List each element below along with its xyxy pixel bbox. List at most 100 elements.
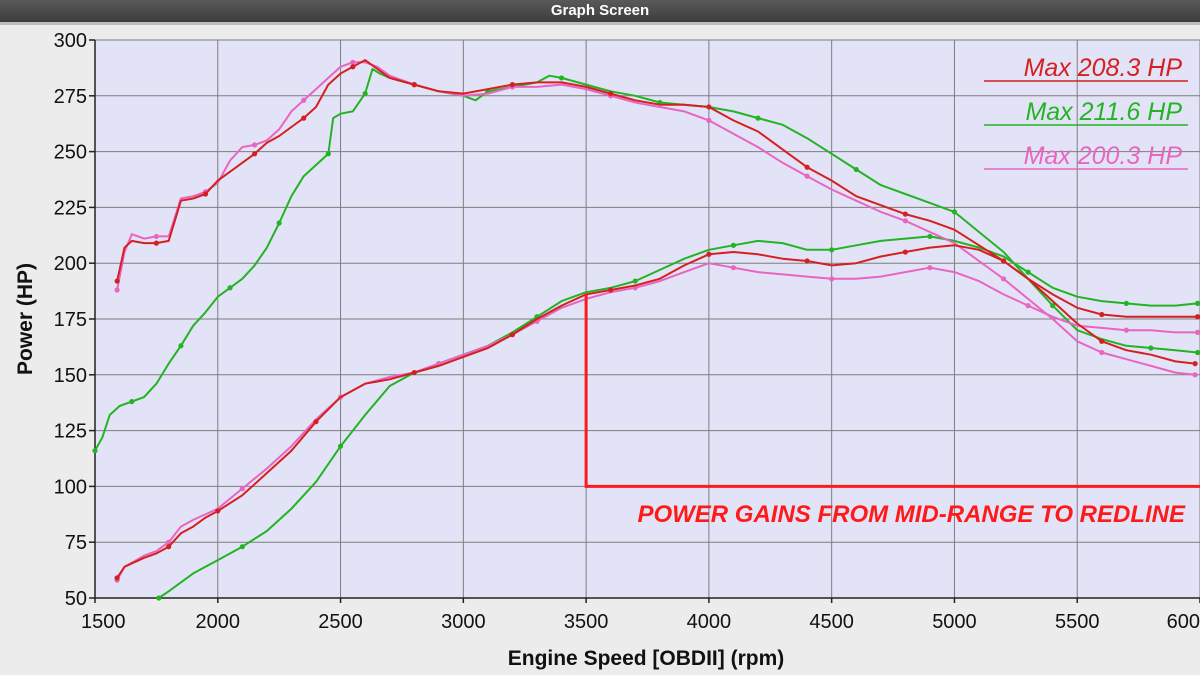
data-point-green-lower [632, 278, 638, 284]
data-point-red-lower [114, 575, 120, 581]
data-point-red-lower [706, 251, 712, 257]
data-point-green-upper [276, 220, 282, 226]
data-point-red-upper [608, 90, 614, 97]
data-point-red-lower [1000, 258, 1007, 264]
data-point-green-lower [337, 443, 344, 449]
data-point-red-upper [902, 211, 908, 217]
data-point-red-upper [411, 82, 417, 88]
data-point-red-lower [608, 287, 614, 293]
series-line-green-lower [158, 235, 1198, 599]
data-point-red-upper [202, 191, 209, 197]
y-tick-label: 225 [54, 197, 87, 219]
data-point-red-upper [350, 64, 356, 70]
x-tick-label: 600 [1167, 611, 1200, 633]
data-point-green-upper [92, 448, 98, 454]
annotation-group [584, 294, 1200, 488]
x-tick-label: 5500 [1055, 611, 1100, 633]
data-point-red-lower [1099, 311, 1105, 318]
legend-entry-pink: Max 200.3 HP [1024, 142, 1183, 170]
data-point-pink-lower [829, 276, 835, 282]
y-tick-label: 300 [54, 30, 87, 52]
x-tick-label: 2000 [196, 611, 241, 633]
x-axis-label: Engine Speed [OBDII] (rpm) [508, 647, 785, 670]
data-point-red-lower [1194, 314, 1200, 320]
data-point-red-upper [509, 82, 516, 88]
x-tick-label: 2500 [318, 611, 363, 633]
data-point-red-lower [313, 419, 319, 425]
data-point-green-lower [927, 233, 933, 240]
y-tick-label: 200 [54, 253, 87, 275]
data-point-green-upper [951, 209, 958, 215]
data-point-green-upper [1194, 349, 1200, 356]
data-point-green-upper [558, 75, 565, 81]
data-point-pink-upper [153, 233, 159, 240]
data-point-red-upper [804, 164, 810, 170]
y-tick-label: 125 [54, 421, 87, 443]
y-tick-label: 175 [54, 309, 87, 331]
data-point-pink-lower [1194, 329, 1200, 335]
data-point-green-lower [1123, 300, 1129, 306]
data-point-green-lower [1025, 269, 1031, 275]
x-tick-label: 1500 [81, 611, 126, 633]
data-point-red-upper [1192, 361, 1198, 367]
data-point-pink-upper [114, 287, 120, 293]
x-tick-label: 5000 [932, 611, 977, 633]
data-point-green-lower [730, 242, 737, 248]
data-point-pink-lower [166, 539, 172, 545]
legend: Max 208.3 HP Max 211.6 HP Max 200.3 HP [984, 54, 1188, 170]
legend-entry-red: Max 208.3 HP [1024, 54, 1183, 82]
annotation-text: POWER GAINS FROM MID-RANGE TO REDLINE [637, 501, 1186, 528]
data-point-green-upper [1050, 303, 1056, 309]
data-point-pink-upper [1192, 372, 1198, 378]
data-point-red-lower [509, 332, 516, 338]
data-point-pink-upper [252, 142, 258, 148]
y-axis-label: Power (HP) [14, 263, 37, 375]
data-point-pink-lower [927, 265, 933, 271]
data-point-pink-upper [706, 117, 712, 123]
data-point-green-upper [1148, 345, 1154, 351]
y-tick-label: 100 [54, 476, 87, 498]
y-tick-label: 250 [54, 142, 87, 164]
data-point-pink-lower [730, 265, 737, 271]
data-point-red-lower [804, 258, 810, 264]
data-point-red-lower [166, 544, 172, 550]
data-point-pink-upper [301, 97, 307, 103]
data-point-pink-lower [1123, 327, 1129, 333]
data-point-red-lower [215, 508, 221, 514]
data-point-green-upper [362, 90, 368, 97]
data-point-green-upper [853, 166, 859, 173]
data-point-pink-upper [902, 218, 908, 224]
x-tick-label: 4500 [809, 611, 854, 633]
window-title-bar: Graph Screen [0, 0, 1200, 22]
data-point-red-upper [153, 240, 159, 246]
y-tick-label: 75 [65, 532, 87, 554]
data-point-green-upper [178, 343, 184, 349]
y-tick-label: 50 [65, 588, 87, 610]
data-point-red-upper [114, 278, 120, 284]
data-point-red-upper [252, 151, 258, 157]
window-title: Graph Screen [550, 2, 650, 19]
series-line-green-upper [94, 68, 1198, 452]
data-point-green-upper [129, 398, 135, 405]
annotation-bracket [584, 294, 1200, 488]
data-point-red-upper [1099, 338, 1105, 344]
x-tick-label: 3000 [441, 611, 486, 633]
legend-entry-green: Max 211.6 HP [1025, 98, 1182, 126]
data-point-pink-upper [1000, 276, 1007, 282]
data-point-green-upper [755, 115, 761, 121]
title-bar-edge [0, 22, 1200, 25]
series-line-pink-lower [116, 262, 1198, 581]
data-point-pink-upper [350, 59, 356, 65]
series-lines [92, 59, 1200, 601]
data-point-green-lower [239, 544, 245, 550]
data-point-red-lower [902, 249, 908, 255]
data-point-green-lower [156, 595, 162, 601]
y-tick-label: 275 [54, 86, 87, 108]
data-point-pink-upper [1099, 349, 1105, 356]
data-point-red-upper [301, 115, 307, 121]
data-point-pink-upper [804, 173, 810, 179]
data-point-green-lower [829, 247, 835, 253]
data-point-pink-lower [1025, 303, 1031, 309]
data-point-pink-lower [239, 486, 245, 492]
